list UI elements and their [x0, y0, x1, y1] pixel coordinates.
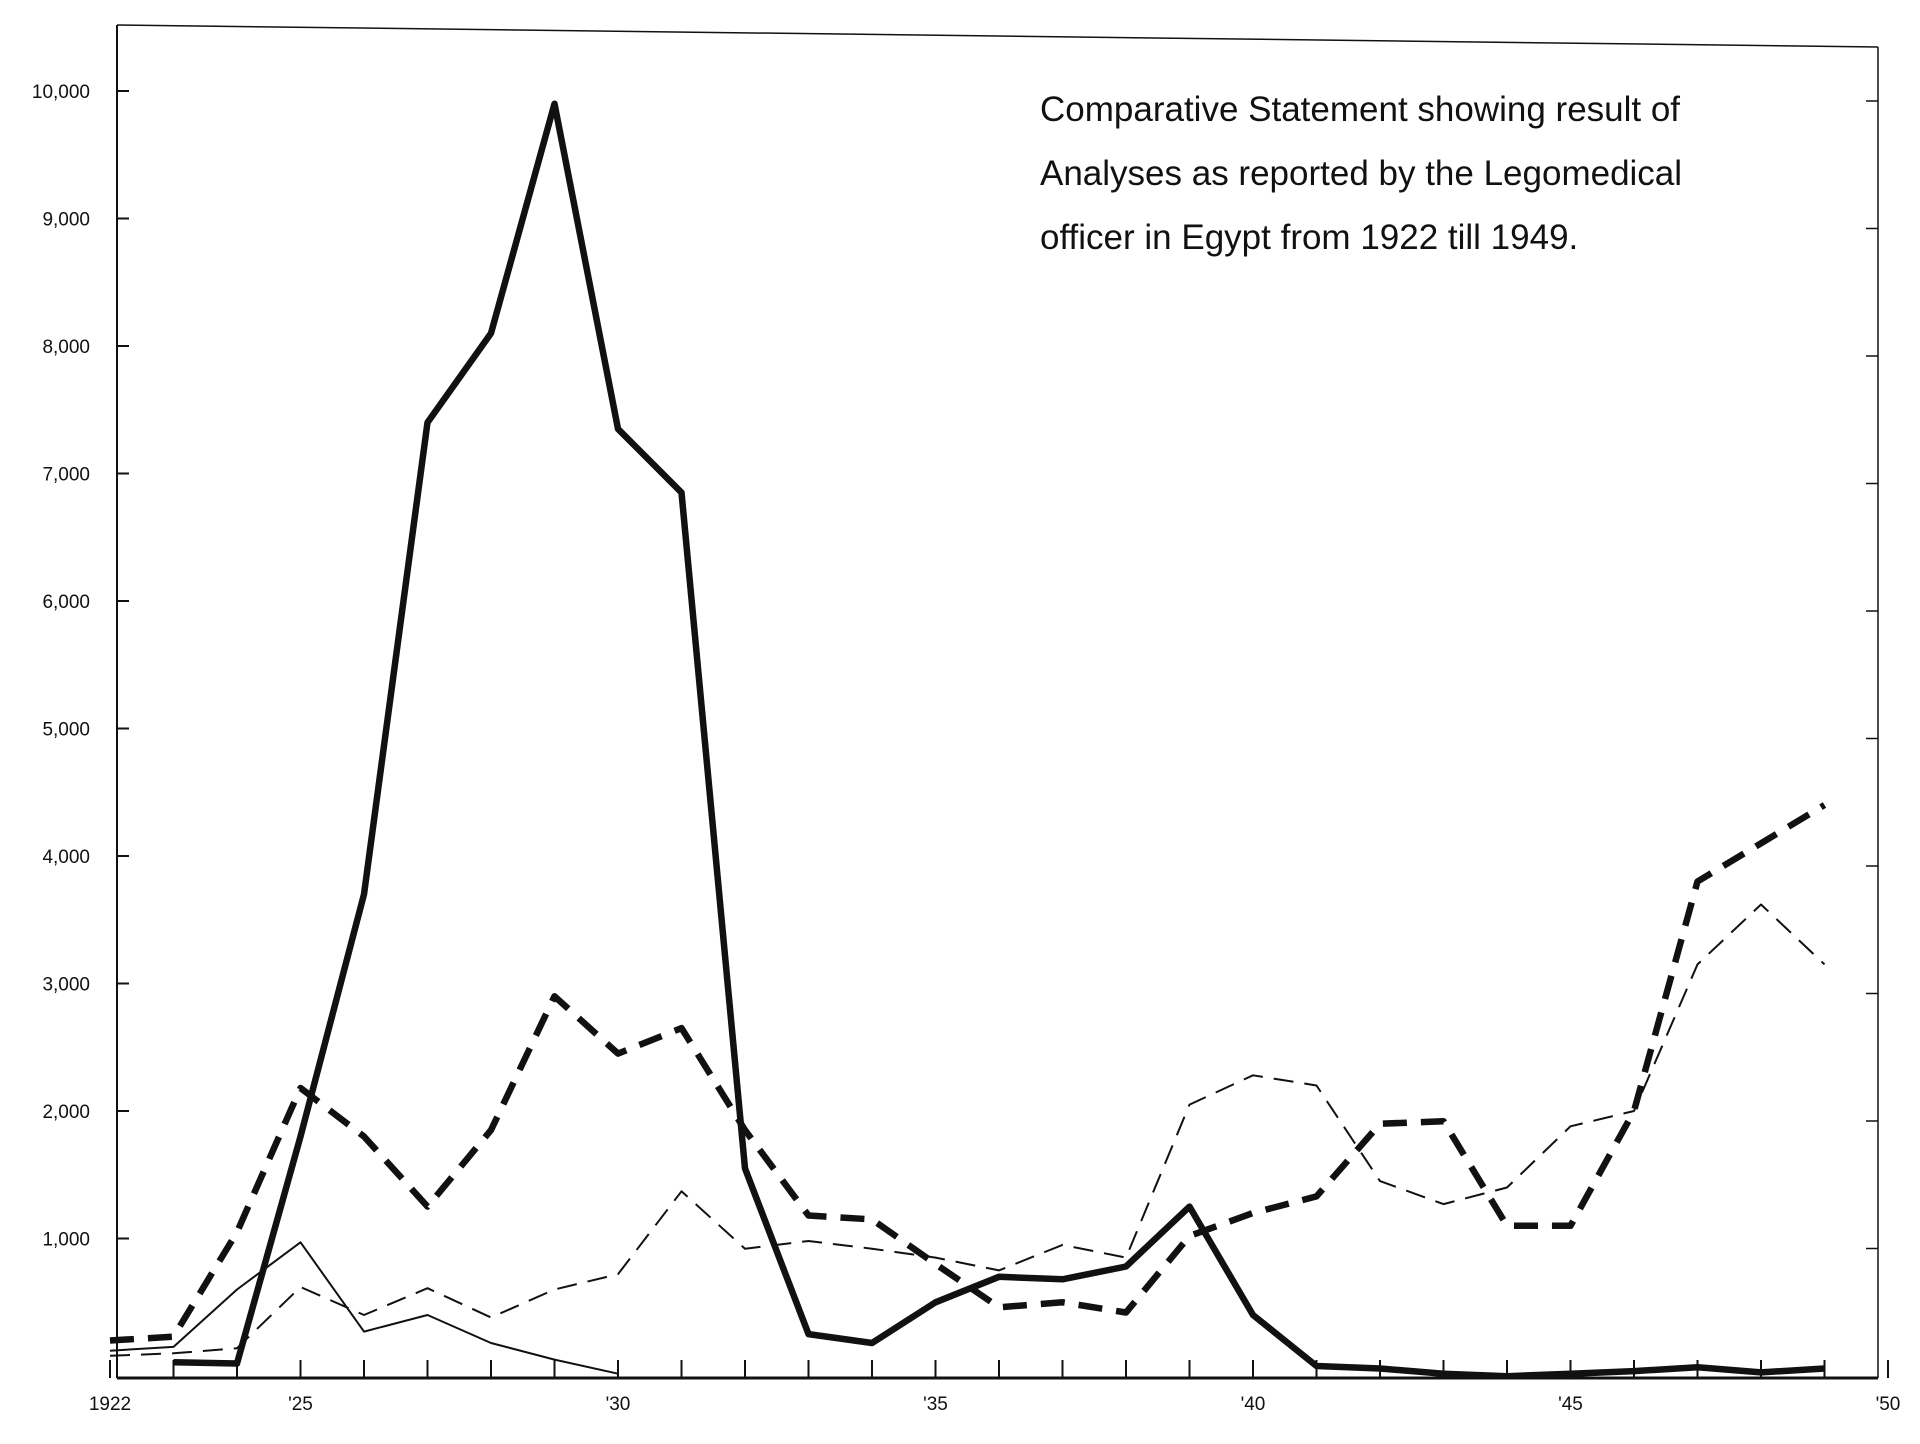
series-line-thick-solid: [173, 100, 1825, 1380]
y-tick-label-1000: 1,000: [42, 1230, 90, 1251]
y-tick-label-6000: 6,000: [42, 592, 90, 613]
y-tick-label-10000: 10,000: [32, 82, 90, 103]
y-axis: 1,000 2,000 3,000 4,000 5,000 6,000 7,000 8,000…: [32, 82, 1878, 1251]
series-lines: [109, 100, 1827, 1380]
x-tick-label-1922: 1922: [89, 1394, 131, 1415]
x-tick-label-1945: '45: [1558, 1394, 1583, 1415]
title-line-3: officer in Egypt from 1922 till 1949.: [1040, 218, 1578, 257]
x-tick-label-1925: '25: [288, 1394, 313, 1415]
y-tick-label-9000: 9,000: [42, 210, 90, 231]
y-tick-label-2000: 2,000: [42, 1102, 90, 1123]
y-tick-label-7000: 7,000: [42, 465, 90, 486]
chart-title: Comparative Statement showing result of …: [1040, 90, 1682, 257]
x-axis: 1922 '25 '30 '35 '40 '45 '50: [89, 1360, 1901, 1415]
title-line-1: Comparative Statement showing result of: [1040, 90, 1680, 129]
top-border-line: [116, 24, 1879, 48]
plot-frame: [116, 24, 1879, 1380]
title-line-2: Analyses as reported by the Legomedical: [1040, 154, 1682, 193]
series-line-thin-solid: [109, 1241, 619, 1375]
y-tick-label-4000: 4,000: [42, 847, 90, 868]
y-tick-label-5000: 5,000: [42, 720, 90, 741]
x-tick-label-1950: '50: [1876, 1394, 1901, 1415]
y-tick-label-8000: 8,000: [42, 337, 90, 358]
x-tick-label-1935: '35: [923, 1394, 948, 1415]
series-line-thick-dashed: [109, 802, 1827, 1344]
x-tick-label-1940: '40: [1241, 1394, 1266, 1415]
y-tick-label-3000: 3,000: [42, 975, 90, 996]
series-line-thin-dashed: [109, 903, 1826, 1357]
x-tick-label-1930: '30: [606, 1394, 631, 1415]
